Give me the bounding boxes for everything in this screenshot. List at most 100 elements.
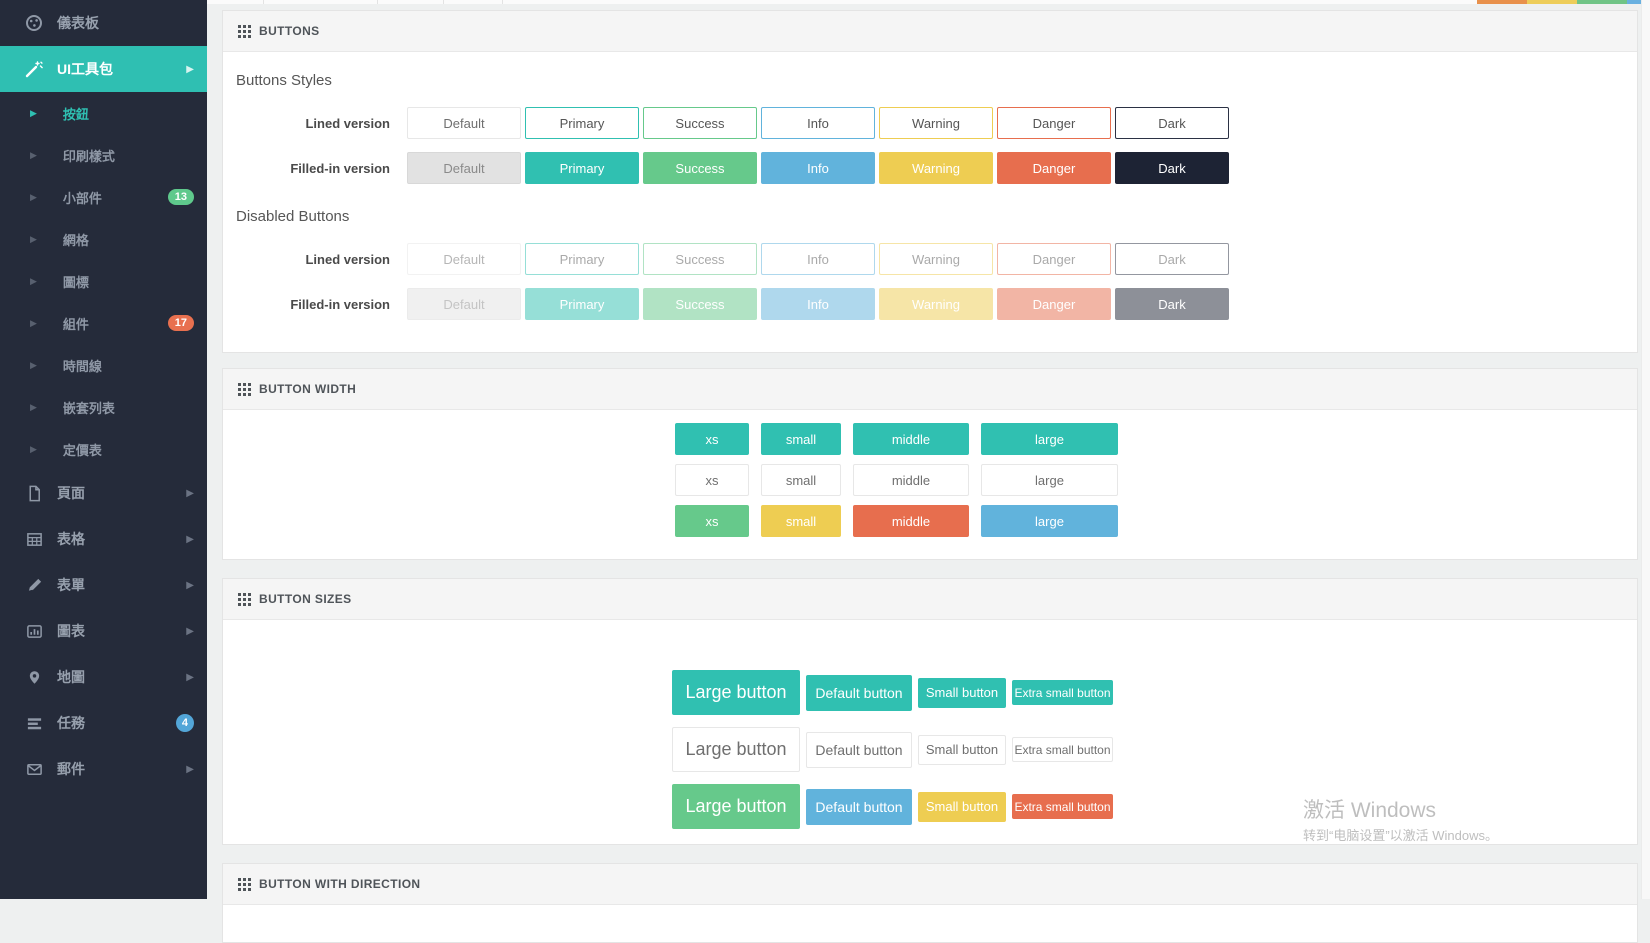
small-button-primary[interactable]: Small button bbox=[918, 677, 1006, 708]
button-default-filled[interactable]: Default bbox=[407, 152, 521, 184]
caret-right-icon: ▶ bbox=[30, 149, 37, 160]
button-warning-filled-disabled: Warning bbox=[879, 288, 993, 320]
button-danger-lined[interactable]: Danger bbox=[997, 107, 1111, 139]
subitem-label: 定價表 bbox=[62, 442, 102, 458]
button-success-lined[interactable]: Success bbox=[643, 107, 757, 139]
button-info-filled[interactable]: Info bbox=[761, 152, 875, 184]
sidebar-subitem-components[interactable]: ▶ 組件 17 bbox=[0, 302, 207, 344]
subitem-label: 網格 bbox=[62, 232, 89, 248]
sidebar-item-label: UI工具包 bbox=[57, 61, 113, 77]
button-success-filled[interactable]: Success bbox=[643, 152, 757, 184]
button-small-primary[interactable]: small bbox=[761, 423, 841, 455]
file-icon bbox=[24, 485, 44, 502]
large-button-default[interactable]: Large button bbox=[672, 727, 800, 772]
disabled-filled-row: Filled-in version Default Primary Succes… bbox=[223, 288, 1637, 320]
button-direction-panel: BUTTON WITH DIRECTION bbox=[222, 863, 1638, 943]
sidebar-item-ui-toolkit[interactable]: UI工具包 ▶ bbox=[0, 46, 207, 92]
disabled-lined-row: Lined version Default Primary Success In… bbox=[223, 243, 1637, 275]
caret-right-icon: ▶ bbox=[30, 233, 37, 244]
button-xs-default[interactable]: xs bbox=[675, 464, 749, 496]
button-dark-lined[interactable]: Dark bbox=[1115, 107, 1229, 139]
button-large-primary[interactable]: large bbox=[981, 423, 1118, 455]
default-button-default[interactable]: Default button bbox=[806, 731, 912, 768]
panel-header: BUTTON SIZES bbox=[223, 579, 1637, 620]
sidebar-item-mail[interactable]: 郵件 ▶ bbox=[0, 746, 207, 792]
vertical-scrollbar[interactable] bbox=[1641, 0, 1650, 899]
panel-title: BUTTON WIDTH bbox=[259, 382, 357, 396]
button-default-filled-disabled: Default bbox=[407, 288, 521, 320]
extra-small-button-default[interactable]: Extra small button bbox=[1012, 737, 1113, 762]
button-danger-filled[interactable]: Danger bbox=[997, 152, 1111, 184]
chevron-right-icon: ▶ bbox=[186, 533, 194, 545]
large-button-success[interactable]: Large button bbox=[672, 784, 800, 829]
sidebar-item-maps[interactable]: 地圖 ▶ bbox=[0, 654, 207, 700]
button-danger-filled-disabled: Danger bbox=[997, 288, 1111, 320]
small-button-warning[interactable]: Small button bbox=[918, 791, 1006, 822]
subitem-label: 圖標 bbox=[62, 274, 89, 290]
sidebar-item-pages[interactable]: 頁面 ▶ bbox=[0, 470, 207, 516]
sidebar-subitem-widgets[interactable]: ▶ 小部件 13 bbox=[0, 176, 207, 218]
button-primary-lined[interactable]: Primary bbox=[525, 107, 639, 139]
button-middle-primary[interactable]: middle bbox=[853, 423, 969, 455]
buttons-styles-heading: Buttons Styles bbox=[236, 72, 332, 89]
sidebar-subitem-buttons[interactable]: ▶ 按鈕 bbox=[0, 92, 207, 134]
sidebar-subitem-timeline[interactable]: ▶ 時間線 bbox=[0, 344, 207, 386]
components-count-badge: 17 bbox=[167, 315, 194, 331]
button-default-lined[interactable]: Default bbox=[407, 107, 521, 139]
button-primary-filled-disabled: Primary bbox=[525, 288, 639, 320]
button-large-info[interactable]: large bbox=[981, 505, 1118, 537]
button-default-lined-disabled: Default bbox=[407, 243, 521, 275]
button-middle-default[interactable]: middle bbox=[853, 464, 969, 496]
sidebar-item-forms[interactable]: 表單 ▶ bbox=[0, 562, 207, 608]
button-middle-danger[interactable]: middle bbox=[853, 505, 969, 537]
table-icon bbox=[24, 531, 44, 548]
navbar-segment-orange bbox=[1477, 0, 1527, 4]
button-primary-lined-disabled: Primary bbox=[525, 243, 639, 275]
sidebar-subitem-pricing-table[interactable]: ▶ 定價表 bbox=[0, 428, 207, 470]
sidebar-item-tasks[interactable]: 任務 4 bbox=[0, 700, 207, 746]
navbar-segment-yellow bbox=[1527, 0, 1577, 4]
grid-icon bbox=[238, 24, 251, 38]
map-marker-icon bbox=[24, 669, 44, 686]
sidebar-subitem-grid[interactable]: ▶ 網格 bbox=[0, 218, 207, 260]
sidebar-subitem-icons[interactable]: ▶ 圖標 bbox=[0, 260, 207, 302]
subitem-label: 嵌套列表 bbox=[62, 400, 115, 416]
button-xs-primary[interactable]: xs bbox=[675, 423, 749, 455]
button-warning-lined[interactable]: Warning bbox=[879, 107, 993, 139]
row-label: Lined version bbox=[305, 115, 390, 131]
grid-icon bbox=[238, 592, 251, 606]
navbar-divider bbox=[263, 0, 264, 4]
large-button-primary[interactable]: Large button bbox=[672, 670, 800, 715]
default-button-primary[interactable]: Default button bbox=[806, 674, 912, 711]
sizes-row-colored: Large button Default button Small button… bbox=[672, 784, 1637, 829]
sidebar-item-dashboard[interactable]: 儀表板 bbox=[0, 0, 207, 46]
button-width-panel: BUTTON WIDTH xs small middle large xs sm… bbox=[222, 368, 1638, 560]
extra-small-button-primary[interactable]: Extra small button bbox=[1012, 680, 1113, 705]
button-large-default[interactable]: large bbox=[981, 464, 1118, 496]
sidebar-item-charts[interactable]: 圖表 ▶ bbox=[0, 608, 207, 654]
button-warning-filled[interactable]: Warning bbox=[879, 152, 993, 184]
subitem-label: 小部件 bbox=[62, 190, 102, 206]
panel-title: BUTTONS bbox=[259, 24, 320, 38]
button-xs-success[interactable]: xs bbox=[675, 505, 749, 537]
sidebar-item-tables[interactable]: 表格 ▶ bbox=[0, 516, 207, 562]
button-small-default[interactable]: small bbox=[761, 464, 841, 496]
default-button-info[interactable]: Default button bbox=[806, 788, 912, 825]
navbar-divider bbox=[377, 0, 378, 4]
caret-right-icon: ▶ bbox=[30, 443, 37, 454]
button-primary-filled[interactable]: Primary bbox=[525, 152, 639, 184]
button-small-warning[interactable]: small bbox=[761, 505, 841, 537]
small-button-default[interactable]: Small button bbox=[918, 734, 1006, 765]
button-dark-filled[interactable]: Dark bbox=[1115, 152, 1229, 184]
navbar-segment-blue bbox=[1627, 0, 1650, 4]
sidebar-subitem-nested-list[interactable]: ▶ 嵌套列表 bbox=[0, 386, 207, 428]
tasks-count-badge: 4 bbox=[175, 714, 194, 732]
magic-wand-icon bbox=[24, 60, 44, 78]
button-info-lined[interactable]: Info bbox=[761, 107, 875, 139]
envelope-icon bbox=[24, 761, 44, 778]
extra-small-button-danger[interactable]: Extra small button bbox=[1012, 794, 1113, 819]
sidebar-subitem-typography[interactable]: ▶ 印刷樣式 bbox=[0, 134, 207, 176]
chevron-right-icon: ▶ bbox=[186, 487, 194, 499]
width-row-default: xs small middle large bbox=[675, 464, 1637, 496]
chevron-right-icon: ▶ bbox=[186, 63, 194, 75]
